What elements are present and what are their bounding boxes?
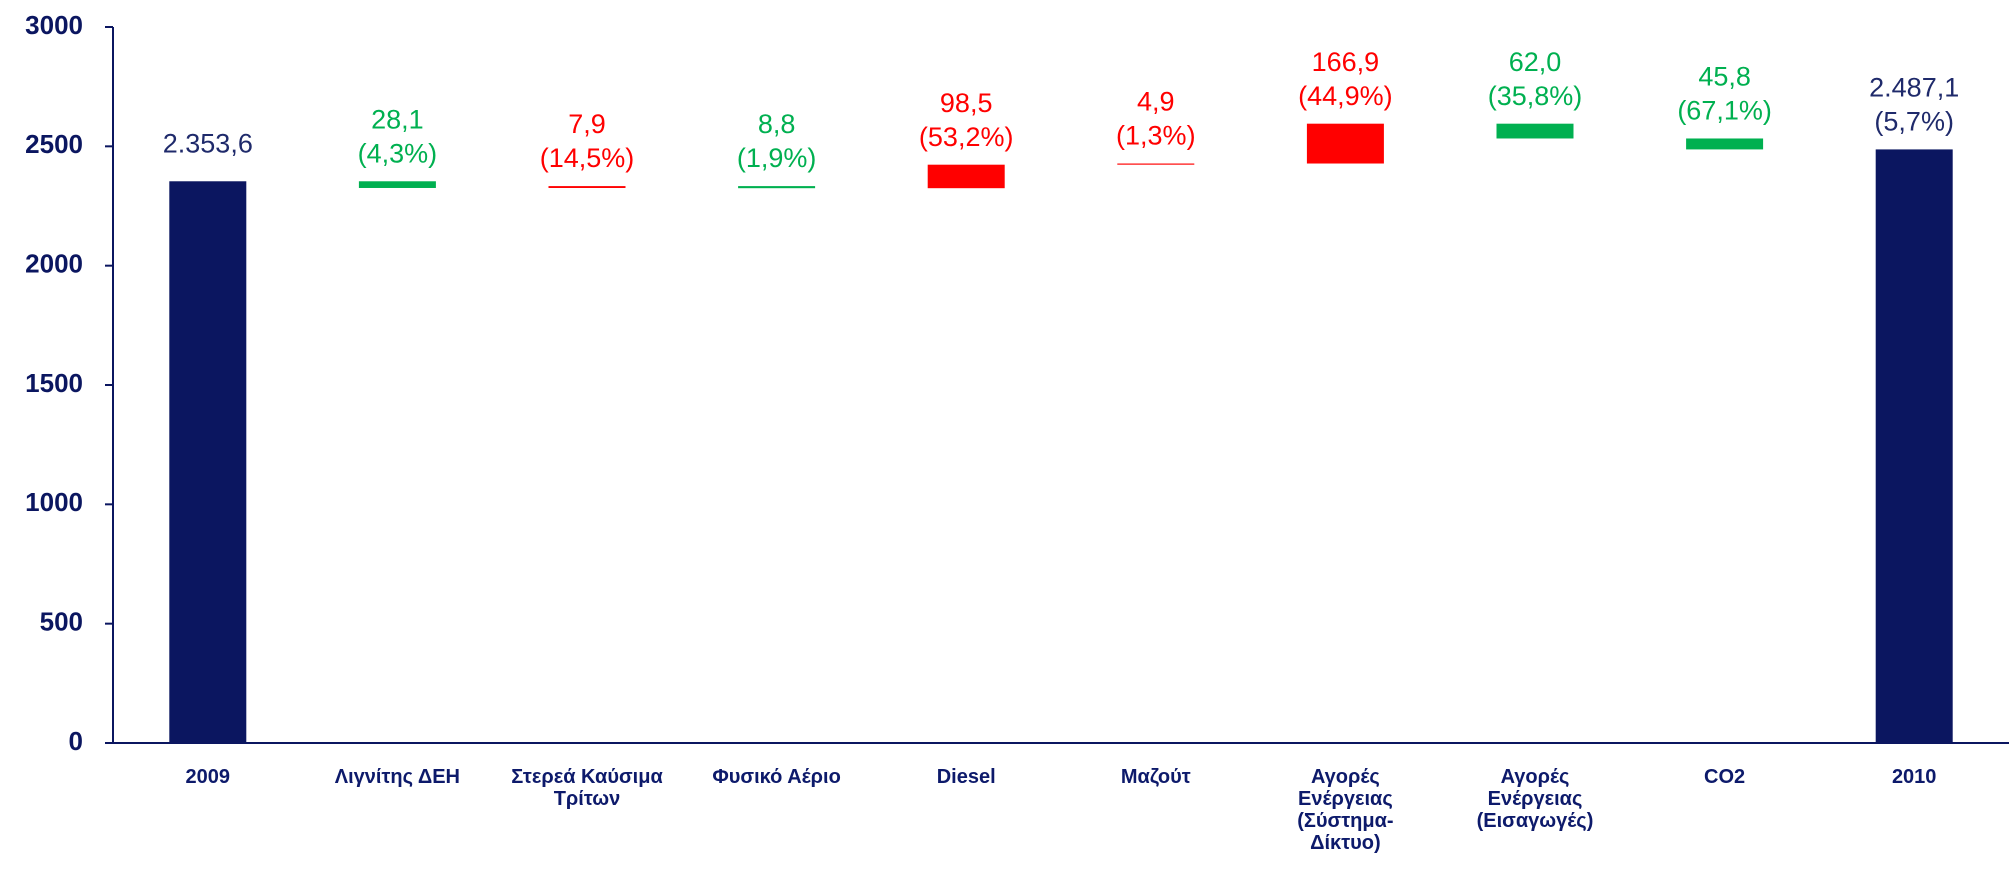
delta-bar <box>927 164 1005 189</box>
value-label: 4,9 <box>1137 87 1175 117</box>
x-tick-label: Αγορές Ενέργειας (Σύστημα- Δίκτυο) <box>1297 766 1394 854</box>
value-label: 2.353,6 <box>163 128 253 158</box>
percent-label: (67,1%) <box>1677 96 1772 126</box>
y-tick-label: 500 <box>40 607 83 637</box>
x-tick-label: Φυσικό Αέριο <box>712 766 841 788</box>
percent-label: (4,3%) <box>358 138 438 168</box>
x-tick-label: Μαζούτ <box>1120 766 1191 788</box>
x-tick-label: Στερεά Καύσιμα Τρίτων <box>511 766 663 810</box>
value-label: 45,8 <box>1698 62 1751 92</box>
delta-bar <box>1117 163 1195 165</box>
delta-bar <box>1496 123 1574 139</box>
y-tick-label: 3000 <box>25 10 83 40</box>
total-bar <box>169 181 247 743</box>
percent-label: (5,7%) <box>1874 107 1954 137</box>
x-tick-label: Diesel <box>936 766 996 788</box>
y-tick-label: 1000 <box>25 487 83 517</box>
percent-label: (44,9%) <box>1298 81 1393 111</box>
delta-bar <box>1686 138 1764 150</box>
x-tick-label: 2009 <box>185 766 231 788</box>
y-tick-label: 2000 <box>25 249 83 279</box>
value-label: 8,8 <box>758 109 796 139</box>
value-label: 166,9 <box>1312 47 1380 77</box>
delta-bar <box>548 186 626 188</box>
total-bar <box>1875 149 1953 744</box>
percent-label: (53,2%) <box>919 122 1014 152</box>
percent-label: (35,8%) <box>1488 81 1583 111</box>
delta-bar <box>358 181 436 188</box>
value-label: 2.487,1 <box>1869 73 1959 103</box>
percent-label: (14,5%) <box>540 143 635 173</box>
value-label: 98,5 <box>940 88 993 118</box>
y-tick-label: 0 <box>69 726 83 756</box>
percent-label: (1,9%) <box>737 143 817 173</box>
x-tick-label: Αγορές Ενέργειας (Εισαγωγές) <box>1476 766 1594 832</box>
value-label: 28,1 <box>371 104 424 134</box>
delta-bar <box>1306 123 1384 164</box>
value-label: 62,0 <box>1509 47 1562 77</box>
percent-label: (1,3%) <box>1116 121 1196 151</box>
delta-bar <box>738 186 816 189</box>
y-tick-label: 1500 <box>25 368 83 398</box>
x-tick-label: 2010 <box>1891 766 1937 788</box>
value-label: 7,9 <box>568 109 606 139</box>
x-tick-label: Λιγνίτης ΔΕΗ <box>334 766 460 788</box>
x-tick-label: CO2 <box>1704 766 1746 788</box>
y-tick-label: 2500 <box>25 129 83 159</box>
